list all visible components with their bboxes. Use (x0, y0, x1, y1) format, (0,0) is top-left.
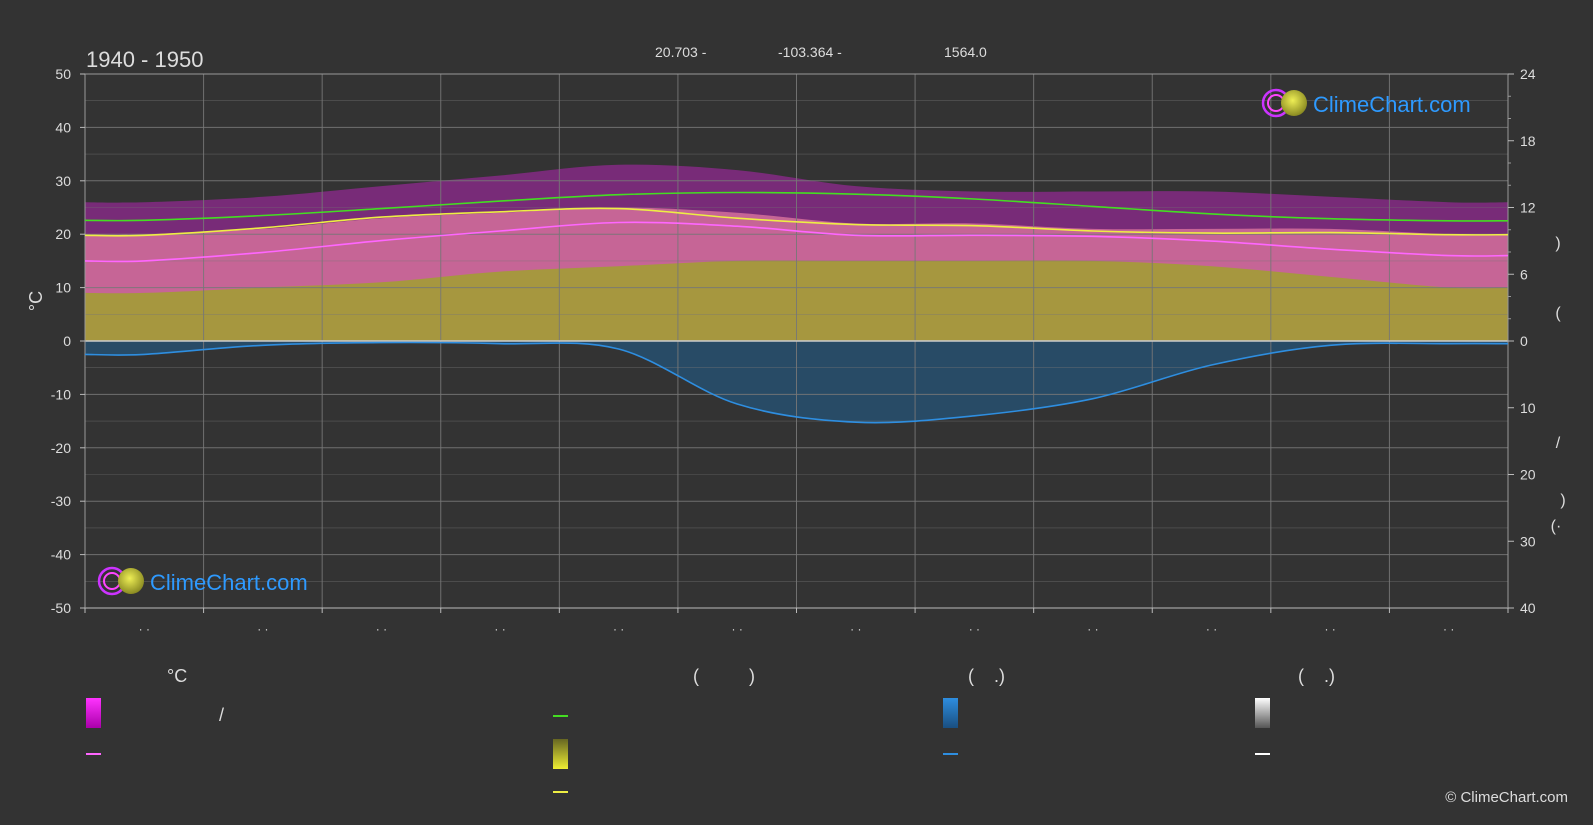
left-tick-label: 10 (55, 280, 71, 296)
legend-white-swatch (1255, 698, 1270, 728)
left-tick-label: -50 (51, 600, 71, 616)
right-tick-label-bottom: 30 (1520, 533, 1536, 549)
legend-col1-header: °C (167, 666, 187, 686)
x-tick-label: · · (139, 622, 150, 636)
left-tick-label: 40 (55, 119, 71, 135)
x-tick-label: · · (613, 622, 624, 636)
left-tick-label: -10 (51, 386, 71, 402)
left-tick-label: 30 (55, 173, 71, 189)
right-glyph-1: ) (1555, 235, 1560, 252)
legend-magenta-range-swatch (86, 698, 101, 728)
x-tick-label: · · (1324, 622, 1335, 636)
left-tick-label: -30 (51, 493, 71, 509)
left-tick-label: -20 (51, 440, 71, 456)
series-line-daylight (84, 191, 1509, 222)
legend-col1-row1-text: / (219, 705, 224, 725)
series-line-sunshine (84, 207, 1509, 237)
right-tick-label-top: 6 (1520, 266, 1528, 282)
x-tick-label: · · (850, 622, 861, 636)
x-tick-label: · · (257, 622, 268, 636)
left-tick-label: 20 (55, 226, 71, 242)
right-glyph-5: (· (1551, 518, 1562, 535)
legend-col2-header: ( ) (693, 666, 755, 686)
legend-col4-header: ( .) (1298, 666, 1335, 686)
x-tick-label: · · (1443, 622, 1454, 636)
right-glyph-4: ) (1560, 492, 1565, 509)
legend: °C ( ) ( .) ( .) / (86, 666, 1335, 793)
series-line-mean_max (84, 221, 1509, 263)
series-line-precipitation (84, 341, 1509, 424)
right-tick-label-bottom: 40 (1520, 600, 1536, 616)
right-glyph-3: / (1556, 435, 1561, 452)
legend-blue-swatch (943, 698, 958, 728)
left-tick-label: 50 (55, 66, 71, 82)
watermark-top-text: ClimeChart.com (1313, 92, 1471, 117)
grid-layer (84, 73, 1509, 609)
right-tick-label-top: 12 (1520, 200, 1536, 216)
latitude-label: 20.703 - (655, 44, 707, 60)
legend-olive-swatch (553, 739, 568, 769)
x-tick-label: · · (969, 622, 980, 636)
right-tick-label-bottom: 20 (1520, 467, 1536, 483)
chart-title: 1940 - 1950 (86, 47, 203, 72)
longitude-label: -103.364 - (778, 44, 842, 60)
right-tick-label-top: 18 (1520, 133, 1536, 149)
left-tick-label: 0 (63, 333, 71, 349)
right-glyph-2: ( (1555, 305, 1561, 322)
watermark-top: ClimeChart.com (1261, 88, 1471, 118)
x-tick-label: · · (494, 622, 505, 636)
x-tick-label: · · (732, 622, 743, 636)
lines-layer (84, 191, 1509, 424)
right-tick-label-top: 24 (1520, 66, 1536, 82)
x-tick-label: · · (1087, 622, 1098, 636)
x-tick-label: · · (1206, 622, 1217, 636)
left-axis-label: °C (26, 291, 46, 311)
watermark-bottom-text: ClimeChart.com (150, 570, 308, 595)
x-ticks-layer: · · · · · · · · · · · · · · · · · · · · · · · · (84, 608, 1509, 636)
legend-col3-header: ( .) (968, 666, 1005, 686)
x-tick-label: · · (376, 622, 387, 636)
left-tick-label: -40 (51, 547, 71, 563)
watermark-bottom: ClimeChart.com (97, 566, 308, 596)
logo-sun-icon (118, 568, 144, 594)
right-ticks-layer: 24 18 12 6 0 10 20 30 40 (1508, 66, 1536, 616)
logo-sun-icon (1281, 90, 1307, 116)
left-ticks-layer: 50 40 30 20 10 0 -10 -20 -30 -40 -50 (51, 66, 85, 616)
right-tick-label-bottom: 10 (1520, 400, 1536, 416)
copyright: © ClimeChart.com (1445, 789, 1568, 806)
elevation-label: 1564.0 (944, 44, 987, 60)
right-tick-label-top: 0 (1520, 333, 1528, 349)
